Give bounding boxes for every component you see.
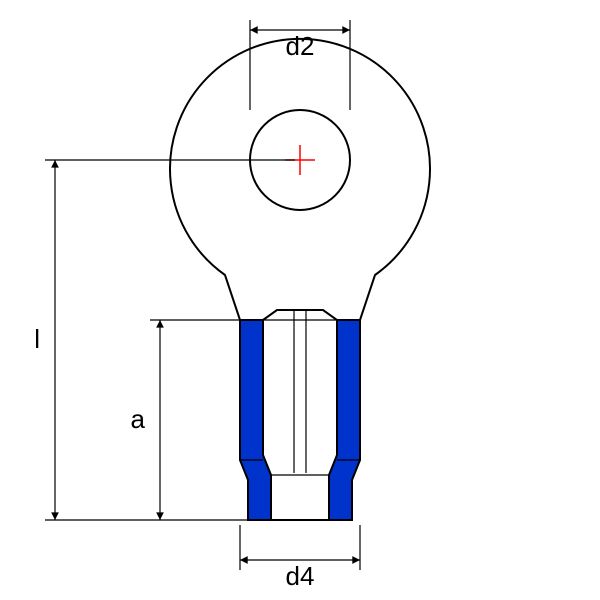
dim-a: a xyxy=(131,320,240,520)
ring-terminal-diagram: d2 d4 l a xyxy=(0,0,600,600)
label-a: a xyxy=(131,404,146,434)
barrel-inner xyxy=(263,310,337,520)
dim-d4: d4 xyxy=(240,525,360,591)
terminal-body xyxy=(170,39,430,520)
label-l: l xyxy=(34,324,40,354)
label-d4: d4 xyxy=(286,561,315,591)
label-d2: d2 xyxy=(286,31,315,61)
